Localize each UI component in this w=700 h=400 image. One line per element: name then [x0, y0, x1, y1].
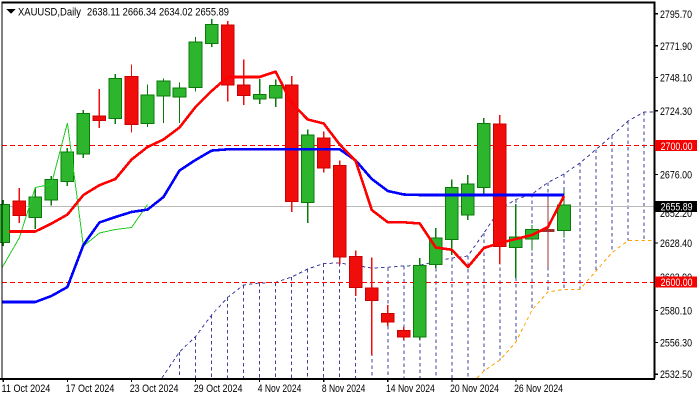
svg-text:2580.10: 2580.10	[660, 306, 692, 318]
svg-text:20 Nov 2024: 20 Nov 2024	[450, 383, 499, 395]
svg-text:2600.00: 2600.00	[661, 277, 693, 289]
svg-text:2638.11 2666.34 2634.02 2655.8: 2638.11 2666.34 2634.02 2655.89	[87, 7, 229, 19]
svg-text:2771.90: 2771.90	[660, 41, 692, 53]
svg-text:4 Nov 2024: 4 Nov 2024	[258, 383, 302, 395]
svg-text:2655.89: 2655.89	[661, 202, 693, 214]
svg-text:17 Oct 2024: 17 Oct 2024	[66, 383, 115, 395]
svg-text:2748.10: 2748.10	[660, 73, 692, 85]
svg-text:2532.50: 2532.50	[660, 369, 692, 381]
svg-text:23 Oct 2024: 23 Oct 2024	[130, 383, 179, 395]
svg-text:11 Oct 2024: 11 Oct 2024	[2, 383, 51, 395]
svg-text:2556.30: 2556.30	[660, 338, 692, 350]
svg-text:26 Nov 2024: 26 Nov 2024	[514, 383, 563, 395]
svg-text:2724.30: 2724.30	[660, 106, 692, 118]
svg-text:2795.70: 2795.70	[660, 9, 692, 21]
svg-text:XAUUSD,Daily: XAUUSD,Daily	[18, 7, 81, 19]
svg-text:8 Nov 2024: 8 Nov 2024	[322, 383, 366, 395]
svg-text:2676.00: 2676.00	[660, 170, 692, 182]
svg-text:29 Oct 2024: 29 Oct 2024	[194, 383, 243, 395]
svg-text:2700.00: 2700.00	[661, 141, 693, 153]
svg-text:2628.40: 2628.40	[660, 238, 692, 250]
svg-text:14 Nov 2024: 14 Nov 2024	[386, 383, 435, 395]
